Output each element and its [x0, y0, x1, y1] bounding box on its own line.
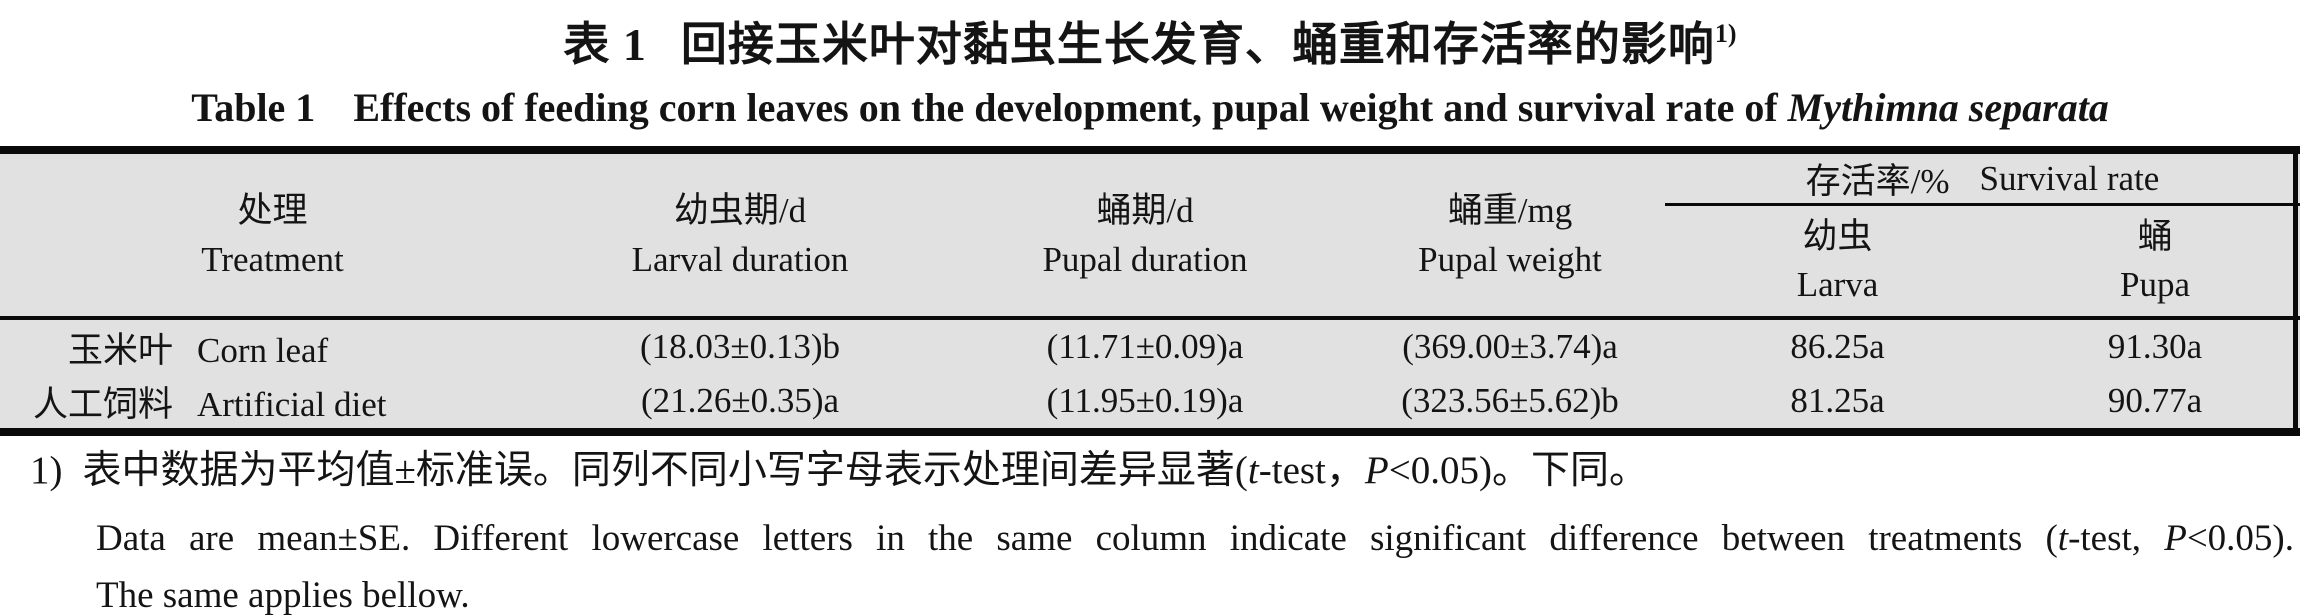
survival-rate-label-cn: 存活率/% [1805, 162, 1950, 201]
column-header-pupal-duration-cn: 蛹期/d [1096, 191, 1194, 230]
footnote-en-text: Data are mean±SE. Different lowercase le… [96, 518, 2058, 559]
table-header-row: 处理 Treatment 幼虫期/d Larval duration 蛹期/d … [0, 154, 2300, 320]
footnote-cn-text: <0.05)。下同。 [1388, 449, 1648, 492]
footnote-marker: 1) [30, 449, 63, 492]
cell-pupal-weight: (323.56±5.62)b [1401, 381, 1619, 420]
footnote-cn: 1) 表中数据为平均值±标准误。同列不同小写字母表示处理间差异显著(t-test，… [30, 447, 2296, 495]
footnote-en: Data are mean±SE. Different lowercase le… [96, 516, 2294, 562]
treatment-name-en: Artificial diet [197, 384, 387, 424]
table-title-en: Table 1 Effects of feeding corn leaves on… [0, 84, 2300, 131]
column-header-larval-duration-cn: 幼虫期/d [673, 191, 807, 230]
table-title-cn: 表 1 回接玉米叶对黏虫生长发育、蛹重和存活率的影响1) [0, 8, 2300, 74]
column-header-larval-duration: 幼虫期/d Larval duration [545, 154, 935, 316]
table-title-cn-text: 回接玉米叶对黏虫生长发育、蛹重和存活率的影响 [680, 19, 1715, 70]
footnote-cn-p: P [1364, 449, 1389, 492]
column-header-treatment-en: Treatment [201, 240, 344, 279]
table-right-rule [2293, 146, 2298, 436]
column-group-survival-rate-label: 存活率/% Survival rate [1665, 154, 2300, 206]
treatment-name-cn: 玉米叶 [67, 330, 173, 370]
treatment-name-cn: 人工饲料 [33, 384, 174, 424]
table-title-footnote-marker: 1) [1714, 19, 1737, 48]
column-header-pupal-weight-en: Pupal weight [1418, 240, 1602, 279]
column-header-pupal-duration-en: Pupal duration [1042, 240, 1248, 279]
footnote-cn-t: t [1247, 449, 1259, 492]
column-header-larval-duration-en: Larval duration [631, 240, 849, 279]
survival-larva-cn: 幼虫 [1802, 217, 1873, 256]
cell-pupal-weight: (369.00±3.74)a [1402, 327, 1618, 366]
table-number-cn: 表 1 [563, 19, 647, 70]
footnote-en-continued: The same applies bellow. [96, 575, 470, 616]
survival-larva-en: Larva [1796, 265, 1879, 304]
column-group-survival-rate: 存活率/% Survival rate 幼虫 Larva 蛹 Pupa [1665, 154, 2300, 316]
cell-survival-larva: 86.25a [1790, 327, 1885, 366]
table-body: 玉米叶 Corn leaf (18.03±0.13)b (11.71±0.09)… [0, 320, 2300, 428]
data-table: 处理 Treatment 幼虫期/d Larval duration 蛹期/d … [0, 146, 2300, 436]
table-row-corn-leaf: 玉米叶 Corn leaf (18.03±0.13)b (11.71±0.09)… [0, 320, 2300, 374]
column-header-survival-larva: 幼虫 Larva [1665, 206, 2010, 316]
survival-subheader-row: 幼虫 Larva 蛹 Pupa [1665, 206, 2300, 316]
cell-larval-duration: (21.26±0.35)a [640, 381, 840, 420]
footnote-cn-text: -test， [1258, 449, 1365, 492]
column-header-treatment-cn: 处理 [237, 191, 308, 230]
table-footnotes: 1) 表中数据为平均值±标准误。同列不同小写字母表示处理间差异显著(t-test，… [30, 447, 2296, 616]
cell-survival-pupa: 91.30a [2107, 327, 2203, 366]
column-header-pupal-weight-cn: 蛹重/mg [1447, 191, 1573, 230]
species-name: Mythimna separata [1787, 85, 2109, 130]
treatment-name-en: Corn leaf [197, 330, 329, 370]
table-number-en: Table 1 [191, 85, 316, 130]
column-header-pupal-duration: 蛹期/d Pupal duration [935, 154, 1355, 316]
survival-pupa-cn: 蛹 [2137, 217, 2173, 256]
footnote-en-t: t [2057, 518, 2069, 559]
footnote-en-text: <0.05). [2186, 518, 2295, 559]
cell-survival-larva: 81.25a [1790, 381, 1885, 420]
footnote-cn-text: 表中数据为平均值±标准误。同列不同小写字母表示处理间差异显著( [82, 449, 1248, 492]
cell-treatment: 人工饲料 Artificial diet [0, 376, 545, 427]
column-header-treatment: 处理 Treatment [0, 154, 545, 316]
cell-larval-duration: (18.03±0.13)b [639, 327, 841, 366]
survival-pupa-en: Pupa [2120, 265, 2190, 304]
table-title-en-text: Effects of feeding corn leaves on the de… [353, 85, 1778, 130]
cell-treatment: 玉米叶 Corn leaf [0, 322, 545, 373]
footnote-en-p: P [2164, 518, 2187, 559]
cell-survival-pupa: 90.77a [2107, 381, 2203, 420]
table-row-artificial-diet: 人工饲料 Artificial diet (21.26±0.35)a (11.9… [0, 374, 2300, 428]
cell-pupal-duration: (11.95±0.19)a [1046, 381, 1244, 420]
column-header-pupal-weight: 蛹重/mg Pupal weight [1355, 154, 1665, 316]
survival-rate-label-en: Survival rate [1979, 158, 2160, 198]
footnote-en-text: -test, [2068, 518, 2165, 559]
column-header-survival-pupa: 蛹 Pupa [2010, 206, 2300, 316]
cell-pupal-duration: (11.71±0.09)a [1046, 327, 1244, 366]
